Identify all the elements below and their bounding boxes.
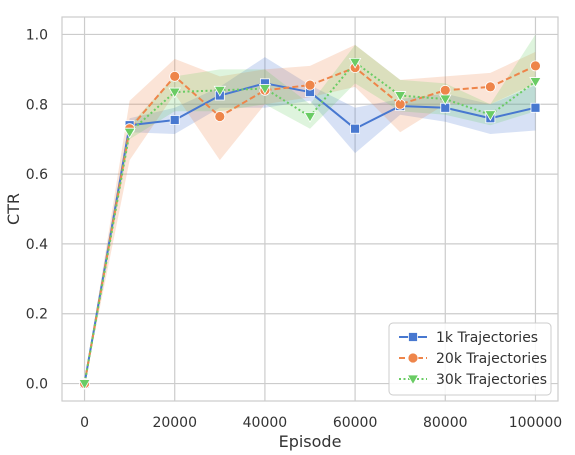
data-point-series-3 <box>168 87 181 99</box>
data-point-series-2 <box>530 60 541 72</box>
y-tick-label: 0.8 <box>26 97 48 113</box>
y-tick-label: 1.0 <box>26 27 48 43</box>
data-point-series-2 <box>439 84 451 96</box>
x-tick-label: 0 <box>80 415 89 431</box>
confidence-band-2 <box>84 44 536 384</box>
confidence-band-3 <box>84 34 536 384</box>
data-point-series-1 <box>350 123 360 134</box>
y-axis-label: CTR <box>4 193 23 225</box>
x-axis-label: Episode <box>279 432 342 451</box>
x-tick-label: 100000 <box>509 415 562 431</box>
x-tick-label: 80000 <box>423 415 468 431</box>
data-point-series-3 <box>439 94 452 106</box>
plot-frame <box>61 16 559 402</box>
x-tick-label: 20000 <box>152 415 197 431</box>
confidence-bands <box>84 34 536 384</box>
data-point-series-2 <box>304 79 316 91</box>
legend-marker-2 <box>407 352 419 364</box>
legend-label-2: 20k Trajectories <box>436 351 547 367</box>
y-tick-label: 0.0 <box>26 377 48 393</box>
data-point-series-2 <box>214 111 226 122</box>
data-point-series-3 <box>529 77 542 88</box>
data-point-series-3 <box>213 85 227 97</box>
y-tick-label: 0.2 <box>26 307 48 323</box>
x-tick-labels: 0 20000 40000 60000 80000 100000 <box>80 415 562 431</box>
data-point-series-3 <box>123 127 136 139</box>
y-tick-label: 0.6 <box>26 167 48 183</box>
series-markers <box>78 57 542 390</box>
y-tick-label: 0.4 <box>26 237 48 253</box>
legend-marker-3 <box>406 374 420 386</box>
data-point-series-3 <box>348 57 362 69</box>
data-point-series-3 <box>393 91 407 102</box>
data-point-series-1 <box>530 102 541 113</box>
legend-label-3: 30k Trajectories <box>436 372 547 388</box>
y-tick-labels: 0.0 0.2 0.4 0.6 0.8 1.0 <box>26 27 48 392</box>
data-point-series-3 <box>303 112 317 123</box>
data-point-series-3 <box>78 379 91 390</box>
legend-label-1: 1k Trajectories <box>436 330 538 346</box>
legend: 1k Trajectories 20k Trajectories 30k Traje… <box>388 322 552 396</box>
data-point-series-2 <box>484 81 496 93</box>
data-point-series-1 <box>169 115 180 125</box>
legend-box <box>388 322 552 396</box>
x-tick-label: 40000 <box>243 415 288 431</box>
data-point-series-3 <box>484 110 497 122</box>
data-point-series-2 <box>169 70 181 82</box>
x-tick-label: 60000 <box>333 415 378 431</box>
data-point-series-3 <box>258 84 272 95</box>
legend-marker-1 <box>408 332 418 342</box>
